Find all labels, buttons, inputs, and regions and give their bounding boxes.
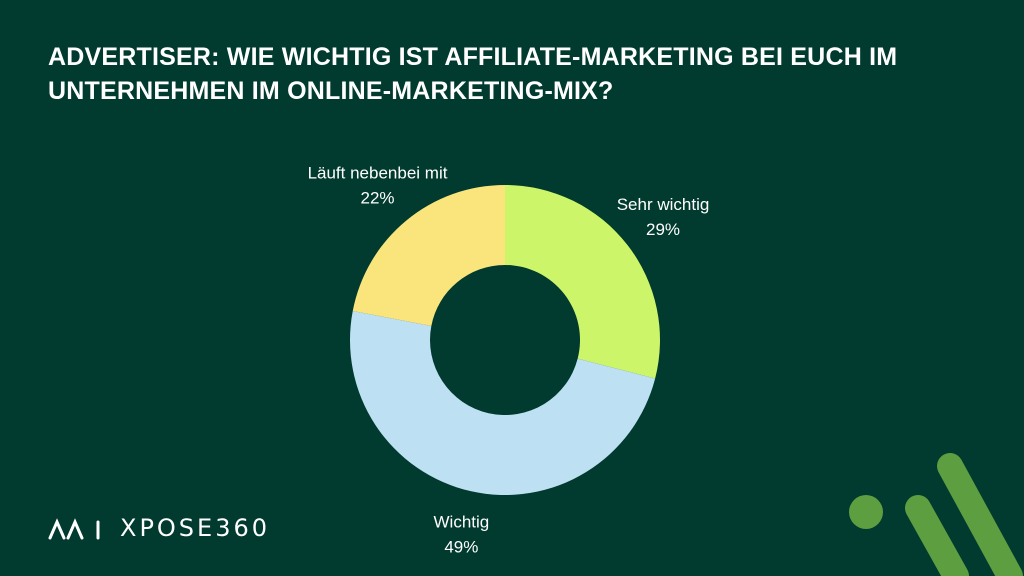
value-label: 22% [360,188,394,207]
slice-label: Läuft nebenbei mit [308,163,448,182]
donut-slice [352,185,505,326]
donut-slice [350,310,656,495]
donut-slice [505,185,660,379]
value-label: 29% [646,220,680,239]
decoration [849,453,1023,576]
slice-label: Sehr wichtig [617,195,710,214]
slice-label: Wichtig [434,513,490,532]
chart-title: ADVERTISER: WIE WICHTIG IST AFFILIATE-MA… [48,43,898,105]
logo-mark [48,518,100,540]
logo-text: XPOSE360 [120,514,271,542]
value-label: 49% [444,538,478,557]
